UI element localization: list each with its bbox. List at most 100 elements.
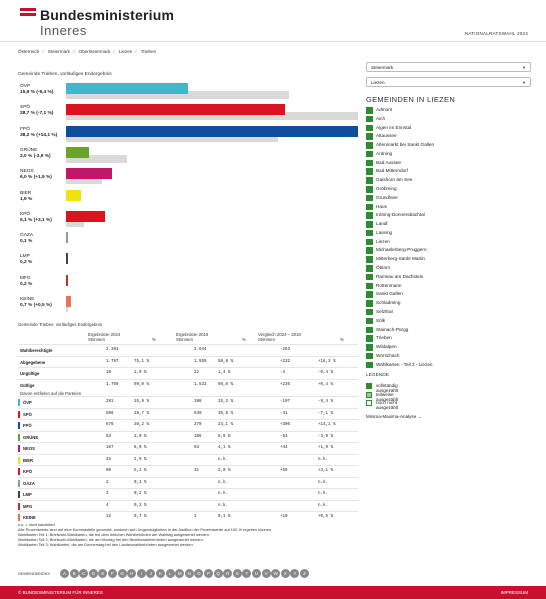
legend-label: noch nicht ausgezählt <box>376 400 399 410</box>
index-letter-button[interactable]: I <box>136 569 146 578</box>
logo-subtitle[interactable]: Inneres <box>40 23 87 38</box>
gemeinde-item[interactable]: Aigen im Ennstal <box>366 124 531 133</box>
index-letter-button[interactable]: L <box>165 569 175 578</box>
index-letter-button[interactable]: U <box>252 569 261 578</box>
gemeinde-name: Michaelerberg-Pruggern <box>376 247 427 253</box>
breadcrumb-item[interactable]: Liezen <box>118 49 133 54</box>
gemeinde-item[interactable]: Landl <box>366 220 531 229</box>
index-letter-button[interactable]: Z <box>300 569 309 578</box>
row-name: Wahlberechtigte <box>20 348 53 353</box>
gemeinde-item[interactable]: Bad Aussee <box>366 159 531 168</box>
gemeinde-item[interactable]: Rottenmann <box>366 282 531 291</box>
col-head-2019-pct: % <box>242 337 246 342</box>
gemeinde-item[interactable]: Trieben <box>366 334 531 343</box>
gemeinde-item[interactable]: Schladming <box>366 299 531 308</box>
index-letter-button[interactable]: O <box>194 569 204 578</box>
gemeinde-item[interactable]: Sankt Gallen <box>366 290 531 299</box>
breadcrumb-separator: / <box>113 49 115 54</box>
gemeinde-item[interactable]: Ramsau am Dachstein <box>366 273 531 282</box>
gemeinde-item[interactable]: Wahlkarten - Teil 2 - Liezen <box>366 361 531 370</box>
gemeinde-item[interactable]: Michaelerberg-Pruggern <box>366 246 531 255</box>
index-letter-button[interactable]: E <box>98 569 108 578</box>
gemeinde-item[interactable]: Ardning <box>366 150 531 159</box>
index-letter-button[interactable]: G <box>117 569 127 578</box>
gemeinde-item[interactable]: Lassing <box>366 229 531 238</box>
index-letter-button[interactable]: K <box>156 569 165 578</box>
index-letter-button[interactable]: F <box>108 569 117 578</box>
index-letter-button[interactable]: P <box>204 569 213 578</box>
party-result: 15,9 % (-9,4 %) <box>20 90 54 95</box>
table-cell: 0,1 % <box>218 515 231 519</box>
gemeinde-name: Admont <box>376 107 393 112</box>
index-letter-button[interactable]: T <box>242 569 252 578</box>
breadcrumb-item[interactable]: Österreich <box>18 49 40 54</box>
table-cell: +306 <box>280 423 291 427</box>
gemeinde-item[interactable]: Liezen <box>366 238 531 247</box>
gemeinde-item[interactable]: Admont <box>366 106 531 115</box>
gemeinde-item[interactable]: Altaussee <box>366 132 531 141</box>
minmax-link[interactable]: Minima-Maxima-Analyse → <box>366 414 422 419</box>
gemeinde-item[interactable]: Stainach-Pürgg <box>366 326 531 335</box>
index-letter-button[interactable]: J <box>146 569 156 578</box>
status-square-icon <box>366 300 373 307</box>
index-letter-button[interactable]: M <box>175 569 185 578</box>
gemeinde-item[interactable]: Öblarn <box>366 264 531 273</box>
bar-current[interactable] <box>66 146 89 158</box>
bar-label: LMP 0,2 % <box>20 254 32 266</box>
footer-copyright[interactable]: © BUNDESMINISTERIUM FÜR INNERES <box>18 590 103 595</box>
bar-current[interactable] <box>66 210 105 222</box>
gemeinde-item[interactable]: Wildalpen <box>366 343 531 352</box>
index-letter-button[interactable]: S <box>232 569 242 578</box>
breadcrumb-item[interactable]: Obersteiermark <box>78 49 111 54</box>
gemeinde-item[interactable]: Aich <box>366 115 531 124</box>
bar-current[interactable] <box>66 168 112 180</box>
gemeinde-item[interactable]: Gaishorn am See <box>366 176 531 185</box>
bar-current[interactable] <box>66 296 72 307</box>
index-letter-button[interactable]: H <box>127 569 137 578</box>
index-letter-button[interactable]: C <box>79 569 89 578</box>
gemeinde-item[interactable]: Mitterberg-Sankt Martin <box>366 255 531 264</box>
district-select[interactable]: Liezen ▼ <box>366 77 531 87</box>
gemeinde-item[interactable]: Altenmarkt bei Sankt Gallen <box>366 141 531 150</box>
gemeinde-item[interactable]: Selzthal <box>366 308 531 317</box>
gemeinde-item[interactable]: Sölk <box>366 317 531 326</box>
gemeinde-item[interactable]: Bad Mitterndorf <box>366 167 531 176</box>
footnote: Alle Prozentwerte sind auf eine Kommaste… <box>18 527 273 532</box>
bar-current[interactable] <box>66 189 81 201</box>
state-select[interactable]: Steiermark ▼ <box>366 62 531 72</box>
party-color-swatch <box>18 479 20 487</box>
index-letter-button[interactable]: X <box>280 569 290 578</box>
index-letter-button[interactable]: Y <box>290 569 300 578</box>
status-square-icon <box>366 308 373 316</box>
logo-title[interactable]: Bundesministerium <box>40 7 175 23</box>
index-letter-button[interactable]: W <box>271 569 281 578</box>
index-letter-button[interactable]: A <box>60 569 69 578</box>
gemeinde-name: Ramsau am Dachstein <box>376 273 424 279</box>
table-cell: 6,0 % <box>134 446 147 450</box>
bar-current[interactable] <box>66 125 358 137</box>
index-letter-button[interactable]: B <box>69 569 79 578</box>
bar-current[interactable] <box>66 232 68 244</box>
index-letter-button[interactable]: R <box>223 569 233 578</box>
gemeinde-item[interactable]: Gröbming <box>366 185 531 194</box>
table-cell: +59 <box>280 469 288 473</box>
party-result: 6,0 % (+1,9 %) <box>20 175 52 181</box>
table-cell: 4,1 % <box>218 446 231 450</box>
gemeinde-item[interactable]: Haus <box>366 203 531 212</box>
index-letter-button[interactable]: N <box>184 569 194 578</box>
gemeinde-item[interactable]: Grundlsee <box>366 194 531 203</box>
gemeinde-name: Öblarn <box>376 265 391 271</box>
bar-current[interactable] <box>66 253 68 265</box>
footer-impressum-link[interactable]: IMPRESSUM <box>500 590 528 595</box>
table-cell: 2,0 % <box>218 469 231 473</box>
bar-current[interactable] <box>66 83 188 94</box>
gemeinde-item[interactable]: Wörschach <box>366 352 531 361</box>
index-letter-button[interactable]: V <box>261 569 271 578</box>
bar-current[interactable] <box>66 274 68 286</box>
party-result: 38,2 % (+14,1 %) <box>20 132 58 138</box>
index-letter-button[interactable]: Q <box>213 569 223 578</box>
index-letter-button[interactable]: D <box>88 569 98 578</box>
breadcrumb-item[interactable]: Steiermark <box>47 49 70 54</box>
gemeinde-item[interactable]: Irdning-Donnersbachtal <box>366 211 531 220</box>
bar-current[interactable] <box>66 104 286 116</box>
